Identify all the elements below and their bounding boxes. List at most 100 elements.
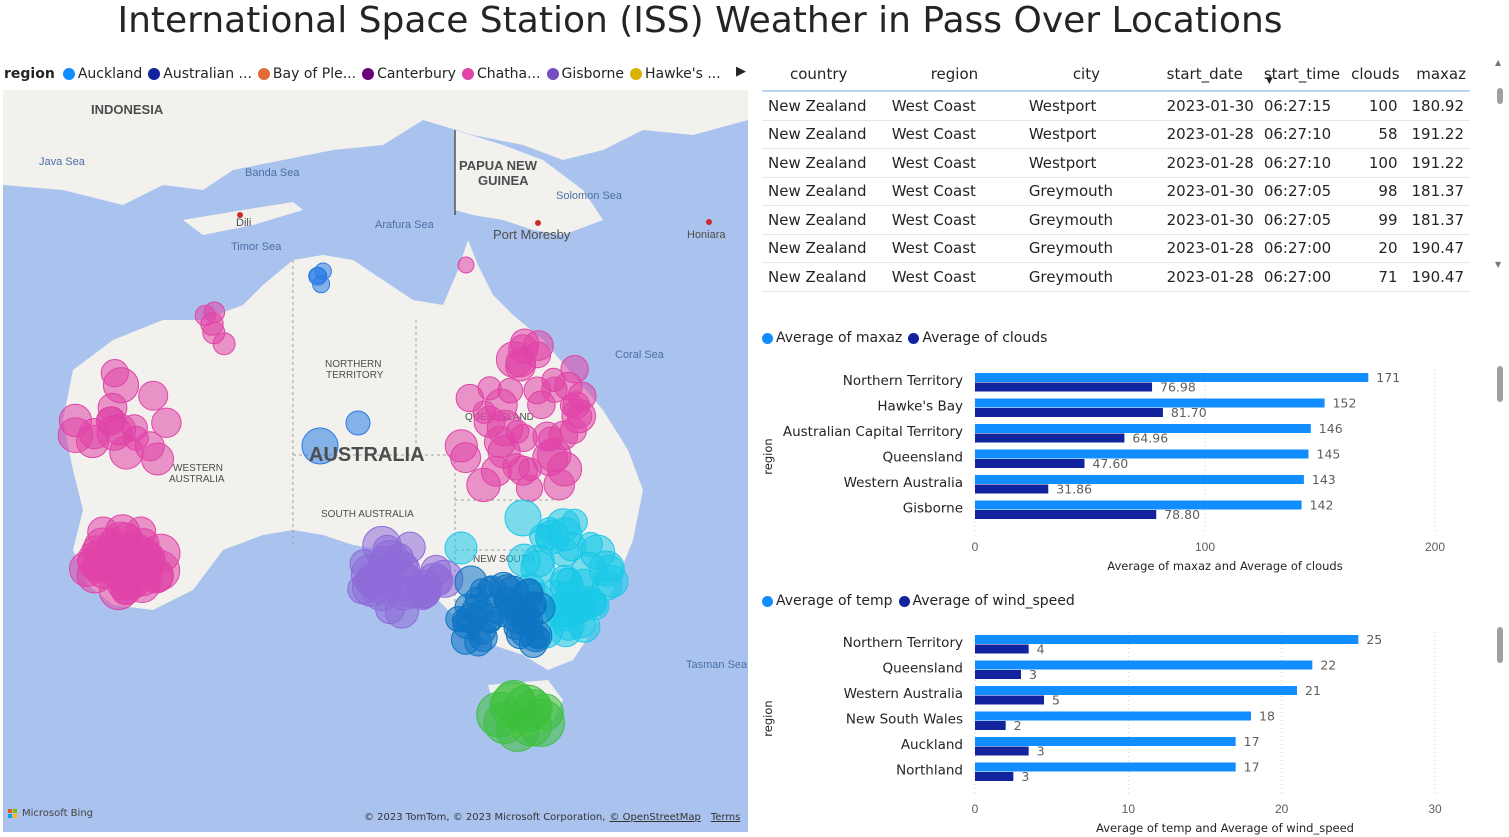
chart2-category-label: Auckland — [901, 737, 963, 753]
chart1-bar-b — [975, 408, 1163, 417]
map-bubble[interactable] — [454, 565, 488, 599]
table-cell-start_time: 06:27:15 — [1259, 91, 1347, 121]
table-row[interactable]: New Zealand West Coast Greymouth 2023-01-30… — [762, 177, 1470, 206]
table-cell-city: Westport — [1022, 148, 1163, 178]
map-bubble[interactable] — [384, 543, 414, 573]
map-bubble[interactable] — [561, 508, 588, 536]
map-bubble[interactable] — [559, 417, 587, 445]
map-bubble[interactable] — [309, 267, 327, 284]
legend-item-2[interactable]: Bay of Ple... — [257, 66, 356, 82]
map-label-timor-sea: Timor Sea — [231, 241, 282, 253]
map-bubble[interactable] — [301, 427, 339, 465]
map-bubble[interactable] — [151, 407, 182, 438]
map-bubble[interactable] — [110, 544, 146, 581]
map-bubble[interactable] — [580, 591, 610, 621]
map-bubble[interactable] — [138, 380, 169, 411]
map-bubble[interactable] — [535, 524, 561, 551]
chart2-bar-a — [975, 737, 1236, 746]
scroll-down-icon[interactable]: ▼ — [1495, 260, 1502, 269]
chart2-data-label: 21 — [1305, 683, 1321, 698]
chart1-scrollbar[interactable] — [1494, 362, 1504, 402]
map-bubble[interactable] — [509, 424, 538, 452]
table-row[interactable]: New Zealand West Coast Westport 2023-01-28 0… — [762, 148, 1470, 178]
map-bubble[interactable] — [345, 410, 371, 436]
table-cell-maxaz: 181.37 — [1403, 177, 1470, 206]
legend-dot-icon — [546, 68, 559, 80]
sort-desc-icon: ▼ — [1265, 76, 1273, 86]
map-bubble[interactable] — [562, 391, 590, 419]
map-bubble[interactable] — [444, 531, 478, 565]
chart1-category-label: Northern Territory — [843, 373, 963, 389]
map-bubble[interactable] — [509, 328, 540, 358]
table-cell-country: New Zealand — [762, 205, 886, 235]
map-bubble[interactable] — [595, 554, 624, 583]
table-scroll-thumb[interactable] — [1497, 88, 1503, 104]
table-cell-clouds: 20 — [1346, 234, 1404, 263]
table-row[interactable]: New Zealand West Coast Greymouth 2023-01-28… — [762, 234, 1470, 263]
osm-link[interactable]: © OpenStreetMap — [609, 812, 701, 823]
map-bubble[interactable] — [75, 424, 110, 459]
table-cell-city: Greymouth — [1022, 205, 1163, 235]
col-maxaz[interactable]: maxaz — [1403, 58, 1470, 92]
legend-item-1[interactable]: Australian ... — [148, 66, 252, 82]
legend-next-arrow-icon[interactable]: ▶ — [736, 64, 746, 79]
map-bubble[interactable] — [457, 256, 475, 274]
map-bubble[interactable] — [480, 592, 512, 624]
chart2-scrollbar[interactable] — [1494, 625, 1504, 665]
table-row[interactable]: New Zealand West Coast Greymouth 2023-01-30… — [762, 205, 1470, 235]
map-bubble[interactable] — [355, 562, 391, 599]
map-bubble[interactable] — [212, 332, 236, 356]
map-bubble[interactable] — [100, 359, 129, 388]
map-bubble[interactable] — [141, 442, 174, 476]
col-country[interactable]: country — [762, 58, 886, 92]
map-bubble[interactable] — [87, 516, 119, 549]
table-cell-start_time: 06:27:10 — [1259, 120, 1347, 149]
map-bubble[interactable] — [384, 594, 419, 629]
chart1-bar-a — [975, 373, 1369, 382]
map-bubbles[interactable] — [57, 256, 629, 752]
table-cell-maxaz: 190.47 — [1403, 234, 1470, 263]
legend-items: Auckland Australian ... Bay of Ple... Cante… — [62, 66, 727, 82]
map-bubble[interactable] — [450, 442, 482, 474]
map-bubble[interactable] — [522, 591, 556, 625]
legend-item-3[interactable]: Canterbury — [362, 66, 456, 82]
map-bubble[interactable] — [504, 499, 542, 537]
chart1-bar-b — [975, 459, 1085, 468]
table-cell-region: West Coast — [885, 262, 1023, 292]
table-cell-country: New Zealand — [762, 234, 886, 263]
map-bubble[interactable] — [203, 301, 226, 323]
table-row[interactable]: New Zealand West Coast Westport 2023-01-28 0… — [762, 120, 1470, 149]
map-bubble[interactable] — [560, 355, 589, 384]
map-bubble[interactable] — [526, 693, 564, 731]
map-bubble[interactable] — [477, 376, 502, 401]
map-bubble[interactable] — [555, 580, 583, 608]
chart1-legend-item-0: Average of maxaz — [762, 330, 902, 346]
map-bubble[interactable] — [541, 376, 568, 403]
col-clouds[interactable]: clouds — [1346, 58, 1404, 92]
map-bubble[interactable] — [466, 467, 501, 503]
map-bubble[interactable] — [445, 606, 472, 632]
chart1-data-label: 76.98 — [1160, 380, 1196, 395]
terms-link[interactable]: Terms — [710, 812, 741, 823]
col-city[interactable]: city — [1022, 58, 1163, 92]
table-row[interactable]: New Zealand West Coast Westport 2023-01-30 0… — [762, 91, 1470, 121]
col-start-time[interactable]: start_time ▼ — [1259, 58, 1347, 92]
map-bubble[interactable] — [532, 440, 569, 477]
scroll-up-icon[interactable]: ▲ — [1495, 58, 1502, 67]
map-bubble[interactable] — [125, 516, 157, 548]
table-cell-city: Greymouth — [1022, 234, 1163, 263]
table-cell-country: New Zealand — [762, 120, 886, 149]
table-row[interactable]: New Zealand West Coast Greymouth 2023-01-28… — [762, 262, 1470, 292]
legend-item-5[interactable]: Gisborne — [546, 66, 624, 82]
legend-dot-icon — [629, 68, 642, 80]
bubble-map[interactable]: INDONESIA Java Sea Banda Sea Dili Timor … — [3, 90, 748, 832]
col-region[interactable]: region — [885, 58, 1023, 92]
legend-dot-icon — [257, 68, 270, 80]
legend-item-0[interactable]: Auckland — [62, 66, 142, 82]
col-start-date[interactable]: start_date — [1162, 58, 1260, 92]
map-bubble[interactable] — [505, 620, 535, 650]
legend-item-6[interactable]: Hawke's ... — [629, 66, 721, 82]
table-scrollbar[interactable]: ▲ ▼ — [1494, 58, 1504, 273]
legend-item-4[interactable]: Chatha... — [461, 66, 541, 82]
